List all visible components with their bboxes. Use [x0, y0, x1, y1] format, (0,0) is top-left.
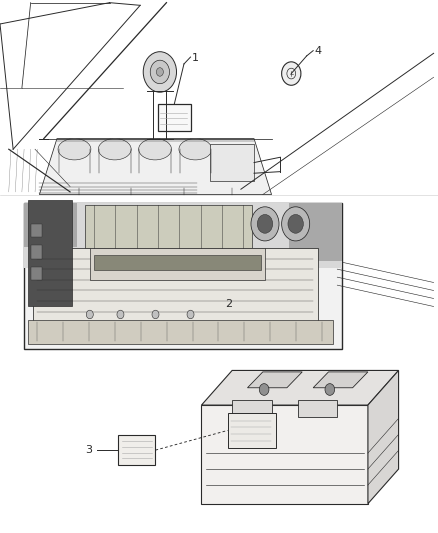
- Bar: [298, 400, 337, 417]
- Bar: [31, 266, 42, 280]
- Text: 4: 4: [314, 46, 321, 55]
- Polygon shape: [33, 248, 318, 322]
- Bar: [24, 203, 342, 269]
- Bar: [28, 200, 72, 306]
- Bar: [31, 224, 42, 237]
- Bar: [85, 205, 252, 248]
- Circle shape: [257, 214, 273, 233]
- Ellipse shape: [58, 139, 91, 160]
- Circle shape: [282, 62, 301, 85]
- Circle shape: [325, 384, 335, 395]
- Bar: [232, 400, 272, 417]
- Circle shape: [259, 384, 269, 395]
- Text: 1: 1: [191, 53, 198, 62]
- Circle shape: [117, 310, 124, 319]
- Text: 2: 2: [225, 299, 232, 309]
- Bar: [210, 144, 254, 181]
- Bar: [24, 203, 342, 349]
- Polygon shape: [247, 372, 302, 388]
- Bar: [158, 104, 191, 131]
- Circle shape: [187, 310, 194, 319]
- Bar: [94, 255, 261, 270]
- Polygon shape: [90, 248, 265, 280]
- Circle shape: [150, 60, 170, 84]
- Bar: [228, 413, 276, 448]
- Polygon shape: [313, 372, 368, 388]
- Polygon shape: [39, 139, 272, 195]
- Bar: [31, 245, 42, 259]
- Bar: [118, 435, 155, 465]
- Ellipse shape: [138, 139, 172, 160]
- Circle shape: [251, 207, 279, 241]
- Circle shape: [282, 207, 310, 241]
- Ellipse shape: [179, 139, 212, 160]
- Circle shape: [152, 310, 159, 319]
- Circle shape: [86, 310, 93, 319]
- Bar: [24, 203, 77, 246]
- Polygon shape: [368, 370, 399, 504]
- Circle shape: [288, 214, 304, 233]
- Bar: [289, 203, 342, 261]
- Circle shape: [156, 68, 163, 76]
- Bar: [201, 405, 368, 504]
- Ellipse shape: [98, 139, 131, 160]
- Polygon shape: [201, 370, 399, 405]
- Bar: [28, 320, 333, 344]
- Text: 3: 3: [85, 445, 92, 455]
- Circle shape: [143, 52, 177, 92]
